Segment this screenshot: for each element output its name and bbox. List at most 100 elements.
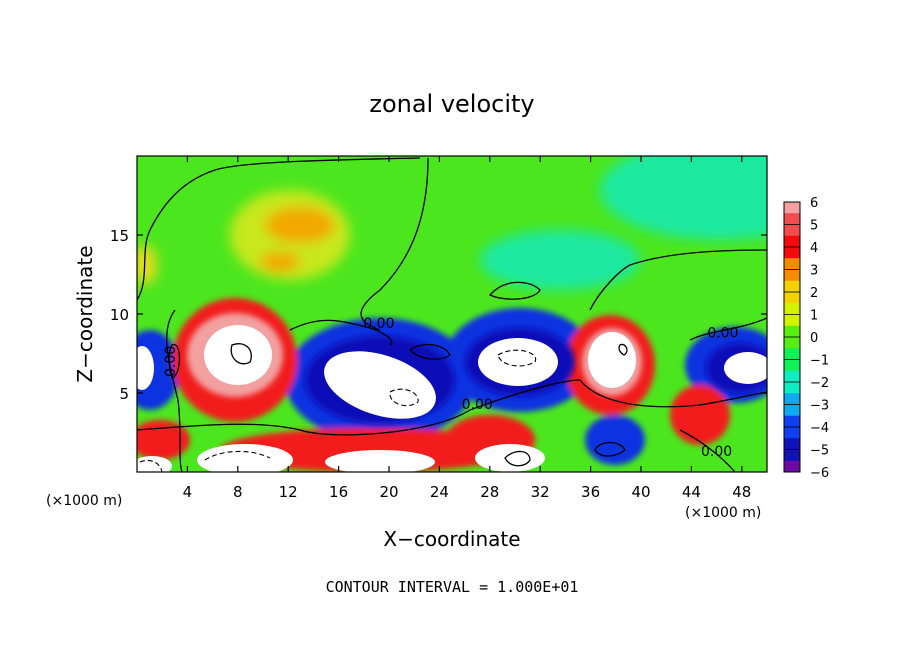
contour-zero-upper [137,157,421,301]
x-axis-title: X−coordinate [383,527,520,551]
colorbar-label: 0 [810,331,818,346]
field-neg-ring-bottom-40 [585,415,645,465]
x-tick-label: 36 [581,483,600,501]
colorbar-swatch [784,370,800,383]
y-axis-title: Z−coordinate [73,245,97,382]
field-core-bottom-30 [475,444,545,472]
x-tick-label: 44 [682,483,701,501]
contour-interval-label: CONTOUR INTERVAL = 1.000E+01 [326,578,579,596]
colorbar-label: −1 [810,354,829,369]
colorbar-swatch [784,460,800,473]
colorbar-swatch [784,213,800,225]
contour-zero-loop-8 [230,343,252,365]
contour-zero-middle [289,319,393,346]
colorbar-label: −5 [810,444,829,459]
field-pos-ring-44 [670,385,730,445]
colorbar-swatch [784,415,800,428]
x-tick-label: 24 [430,483,449,501]
field-upper-right-region [600,156,767,240]
colorbar: 6 5 4 3 2 1 0 −1 −2 −3 −4 −5 −6 [783,196,829,481]
contour-label: 0.00 [363,316,394,332]
field-core-8 [204,325,272,385]
field-core-20 [324,351,436,419]
colorbar-swatch [784,235,800,248]
colorbar-swatch [784,303,800,315]
x-tick-label: 28 [480,483,499,501]
y-axis: 5 10 15 [110,227,767,403]
colorbar-swatch [784,438,800,450]
colorbar-swatch [784,427,800,439]
field-upper-mid-region [480,230,640,290]
colorbar-swatch [784,348,800,360]
x-axis: 4 8 12 16 20 24 28 32 36 40 44 48 [183,156,751,501]
field-core-bottom-20 [325,450,435,472]
colorbar-swatch [784,280,800,293]
contour-zero-left-loop [168,344,181,379]
x-tick-label: 40 [631,483,650,501]
contour-neg-bottom [204,450,271,461]
colorbar-swatch [784,247,800,259]
field-pos-bottom-left [137,420,190,460]
contour-label: 0.00 [701,444,732,460]
contour-zero-bottom-right [679,429,736,472]
x-tick-label: 16 [329,483,348,501]
contour-zero-vertical [360,157,429,331]
colorbar-label: 6 [810,196,818,211]
z-unit-label: (×1000 m) [46,493,122,509]
colorbar-swatch [784,314,800,327]
field-core-left [137,346,154,390]
colorbar-swatch [784,269,800,282]
contour-neg-30 [497,349,537,367]
contour-zero-loop-middle [408,343,451,360]
colorbar-label: 4 [810,241,818,256]
contour-zero-right-low [579,379,767,408]
x-tick-label: 8 [233,483,243,501]
field-core-48 [724,352,767,384]
colorbar-label: −3 [810,399,829,414]
contour-label: 0.00 [707,326,738,342]
contour-zero-loop-bottom-40 [594,441,626,457]
colorbar-label: −2 [810,376,829,391]
x-tick-label: 20 [379,483,398,501]
chart-title: zonal velocity [369,90,534,118]
colorbar-label: 1 [810,309,818,324]
colorbar-swatch [784,224,800,237]
x-tick-label: 32 [531,483,550,501]
field-left-edge-warm [137,245,157,285]
contour-zero-loop-28-low [504,450,531,467]
contour-neg-bottom-left [139,459,163,472]
contour-labels: 0.00 0.00 0.00 0.00 0.00 [163,316,739,460]
x-tick-label: 12 [279,483,298,501]
contour-zero-right-mid [589,264,631,311]
colorbar-swatch [784,325,800,338]
colorbar-swatch [784,449,800,462]
contour-zero-band [137,379,581,436]
colorbar-label: −6 [810,466,829,481]
field-upper-left-warm-core2 [260,252,300,272]
field-core-38 [588,332,636,388]
y-tick-label: 5 [119,385,129,403]
y-tick-label: 10 [110,306,129,324]
colorbar-swatch [784,202,800,214]
field-core-30 [478,338,558,386]
y-tick-label: 15 [110,227,129,245]
contour-zero-loop-28 [488,281,541,300]
colorbar-swatch [784,258,800,270]
contour-label: 0.00 [163,346,179,377]
x-tick-label: 48 [732,483,751,501]
colorbar-swatch [784,382,800,394]
contour-zero-left-descend [166,309,183,472]
field-core-bottom-14 [197,444,293,472]
colorbar-label: 5 [810,219,818,234]
colorbar-swatch [784,359,800,372]
colorbar-swatch [784,292,800,304]
colorbar-label: −4 [810,421,829,436]
field-upper-left-warm-core [265,207,335,243]
colorbar-swatch [784,337,800,349]
x-unit-label: (×1000 m) [685,505,761,521]
colorbar-swatch [784,393,800,405]
contour-neg-20 [389,388,419,407]
colorbar-label: 3 [810,264,818,279]
field-pos-band-bottom [220,428,520,472]
contour-zero-right [629,249,767,266]
